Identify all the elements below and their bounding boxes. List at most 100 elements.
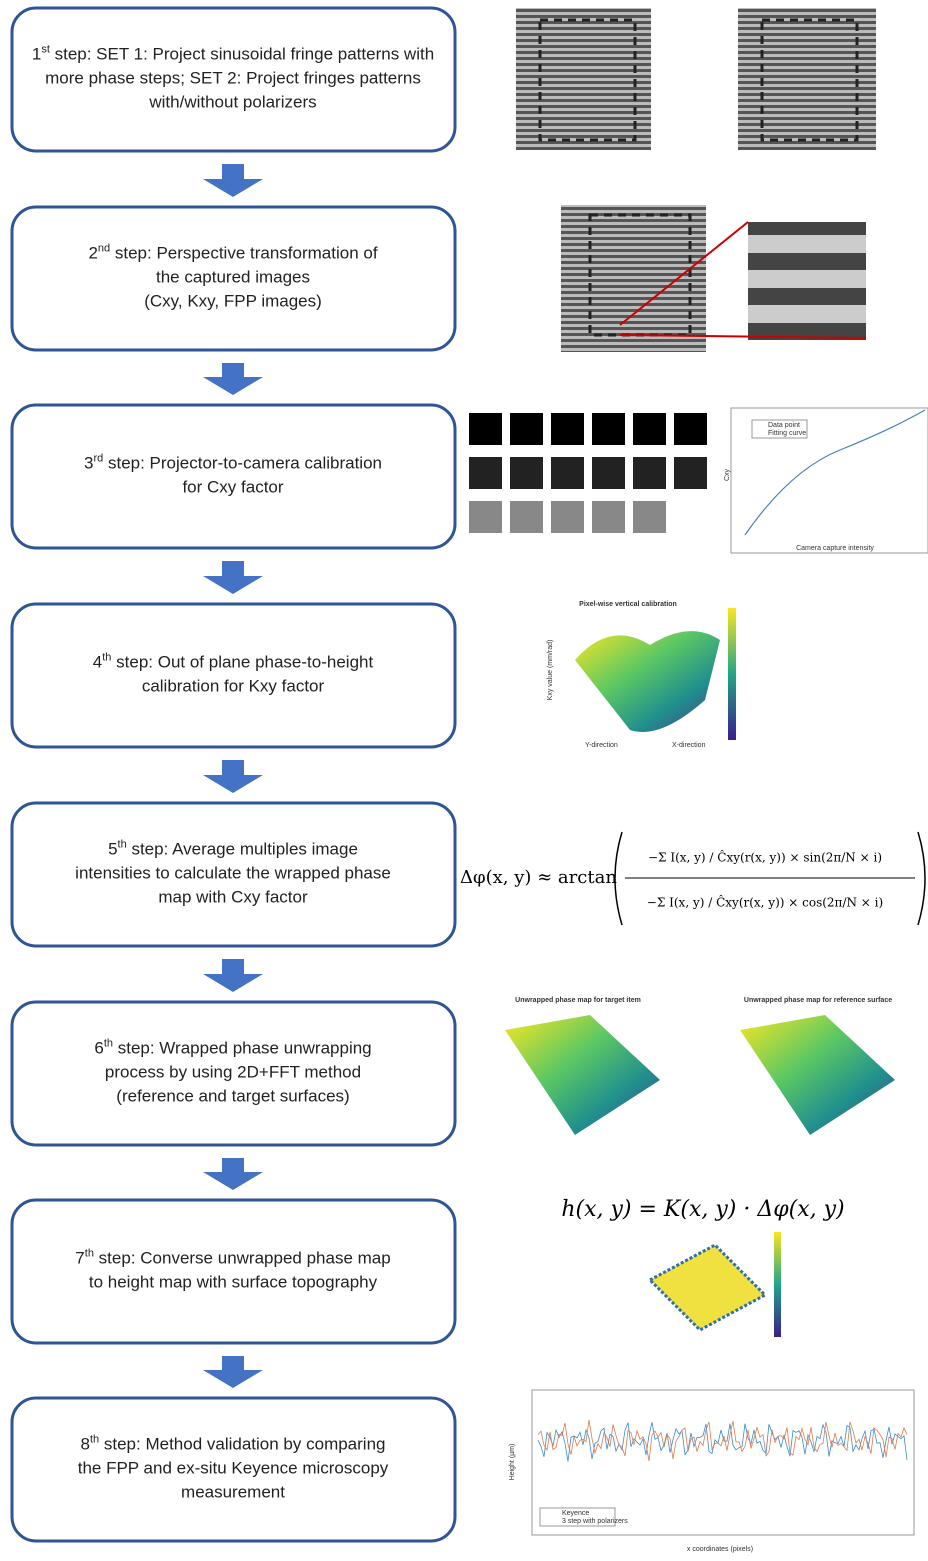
step-line: step: Method validation by comparing	[99, 1435, 385, 1454]
legend-label: Fitting curve	[768, 430, 806, 437]
axis-label: Kxy value (mm/rad)	[547, 640, 554, 701]
step-suffix: rd	[93, 452, 103, 464]
validation-plot: Keyence 3 step with polarizers x coordin…	[509, 1390, 914, 1553]
step-line: step: Wrapped phase unwrapping	[113, 1039, 372, 1058]
calibration-images	[469, 413, 707, 533]
step-text: 2nd step: Perspective transformation of	[88, 242, 377, 263]
step-text: 6th step: Wrapped phase unwrapping	[94, 1037, 371, 1058]
step-line: (Cxy, Kxy, FPP images)	[144, 292, 322, 311]
step: 2nd step: Perspective transformation oft…	[12, 207, 455, 350]
step-text: (Cxy, Kxy, FPP images)	[144, 292, 322, 311]
step-line: step: Projector-to-camera calibration	[103, 454, 382, 473]
height-map	[650, 1232, 781, 1337]
step-text: 7th step: Converse unwrapped phase map	[75, 1247, 390, 1268]
step-box	[12, 604, 455, 747]
axis-label: x coordinates (pixels)	[687, 1546, 753, 1553]
step-line: process by using 2D+FFT method	[105, 1063, 361, 1082]
calibration-square	[510, 413, 543, 445]
arrow	[203, 959, 263, 992]
step-text: more phase steps; SET 2: Project fringes…	[45, 69, 421, 88]
step-line: step: SET 1: Project sinusoidal fringe p…	[50, 45, 434, 64]
plot-title: Unwrapped phase map for reference surfac…	[744, 997, 892, 1004]
step-text: 4th step: Out of plane phase-to-height	[93, 651, 374, 672]
step-text: measurement	[181, 1483, 285, 1502]
step-text: 5th step: Average multiples image	[108, 838, 358, 859]
step-text: calibration for Kxy factor	[142, 677, 325, 696]
step-text: the FPP and ex-situ Keyence microscopy	[78, 1459, 389, 1478]
step-number: 2	[88, 244, 97, 263]
step-text: (reference and target surfaces)	[116, 1087, 349, 1106]
calibration-square	[633, 457, 666, 489]
axis-label: Camera capture intensity	[796, 545, 874, 552]
calibration-square	[674, 413, 707, 445]
calibration-square	[674, 457, 707, 489]
step-text: intensities to calculate the wrapped pha…	[75, 864, 391, 883]
step-suffix: th	[118, 838, 127, 850]
height-formula: h(x, y) = K(x, y) · Δφ(x, y)	[561, 1197, 844, 1222]
transformed-photo	[561, 205, 866, 352]
unwrapped-plot: Unwrapped phase map for target item Unwr…	[505, 997, 895, 1135]
calibration-square	[592, 413, 625, 445]
step-suffix: th	[90, 1433, 99, 1445]
step-number: 3	[84, 454, 93, 473]
fringe-photo	[738, 8, 876, 150]
step-text: 8th step: Method validation by comparing	[81, 1433, 386, 1454]
step-suffix: th	[85, 1247, 94, 1259]
calibration-square	[510, 457, 543, 489]
step-box	[12, 405, 455, 548]
step-line: with/without polarizers	[148, 93, 316, 112]
arrow	[203, 164, 263, 197]
step-line: more phase steps; SET 2: Project fringes…	[45, 69, 421, 88]
axis-label: Cxy	[724, 468, 731, 481]
step-suffix: st	[41, 43, 50, 55]
step-line: the FPP and ex-situ Keyence microscopy	[78, 1459, 389, 1478]
step-line: step: Average multiples image	[127, 840, 358, 859]
step-line: to height map with surface topography	[89, 1273, 378, 1292]
plot-title: Unwrapped phase map for target item	[515, 997, 641, 1004]
calibration-square	[592, 457, 625, 489]
formula-numerator: −Σ I(x, y) / Ĉxy(r(x, y)) × sin(2π/N × i…	[648, 849, 882, 865]
step: 3rd step: Projector-to-camera calibratio…	[12, 405, 455, 548]
calibration-square	[551, 413, 584, 445]
step-line: calibration for Kxy factor	[142, 677, 325, 696]
step-number: 6	[94, 1039, 103, 1058]
step-line: for Cxy factor	[182, 478, 283, 497]
step-box	[12, 1200, 455, 1343]
step-number: 7	[75, 1249, 84, 1268]
calibration-square	[551, 501, 584, 533]
step-suffix: nd	[98, 242, 110, 254]
calibration-square	[633, 501, 666, 533]
axis-label: Height (µm)	[509, 1444, 516, 1481]
arrow	[203, 1356, 263, 1388]
plot-title: Pixel-wise vertical calibration	[579, 601, 677, 608]
calibration-square	[510, 501, 543, 533]
legend-label: 3 step with polarizers	[562, 1518, 628, 1525]
arrow	[203, 1158, 263, 1190]
step: 4th step: Out of plane phase-to-height ca…	[12, 604, 455, 747]
calibration-plot: Data point Fitting curve Camera capture …	[724, 408, 928, 553]
legend-label: Keyence	[562, 1510, 589, 1517]
arrow	[203, 561, 263, 594]
calibration-square	[633, 413, 666, 445]
surface-plot: Pixel-wise vertical calibration Kxy valu…	[547, 601, 736, 749]
step-number: 4	[93, 653, 102, 672]
axis-label: Y-direction	[585, 742, 618, 749]
arrow	[203, 363, 263, 395]
formula-lhs: Δφ(x, y) ≈ arctan	[460, 867, 617, 888]
step-suffix: th	[104, 1037, 113, 1049]
step: 7th step: Converse unwrapped phase map to…	[12, 1200, 455, 1343]
arrow	[203, 760, 263, 793]
legend-label: Data point	[768, 422, 800, 429]
step-line: (reference and target surfaces)	[116, 1087, 349, 1106]
step-text: for Cxy factor	[182, 478, 283, 497]
flowchart: Data point Fitting curve Camera capture …	[0, 0, 928, 1556]
step-line: measurement	[181, 1483, 285, 1502]
step: 5th step: Average multiples image intensi…	[12, 803, 455, 946]
step-text: map with Cxy factor	[158, 888, 308, 907]
calibration-square	[469, 501, 502, 533]
step-text: process by using 2D+FFT method	[105, 1063, 361, 1082]
step-number: 5	[108, 840, 117, 859]
step-number: 1	[32, 45, 41, 64]
step-text: 1st step: SET 1: Project sinusoidal frin…	[32, 43, 434, 64]
calibration-square	[592, 501, 625, 533]
